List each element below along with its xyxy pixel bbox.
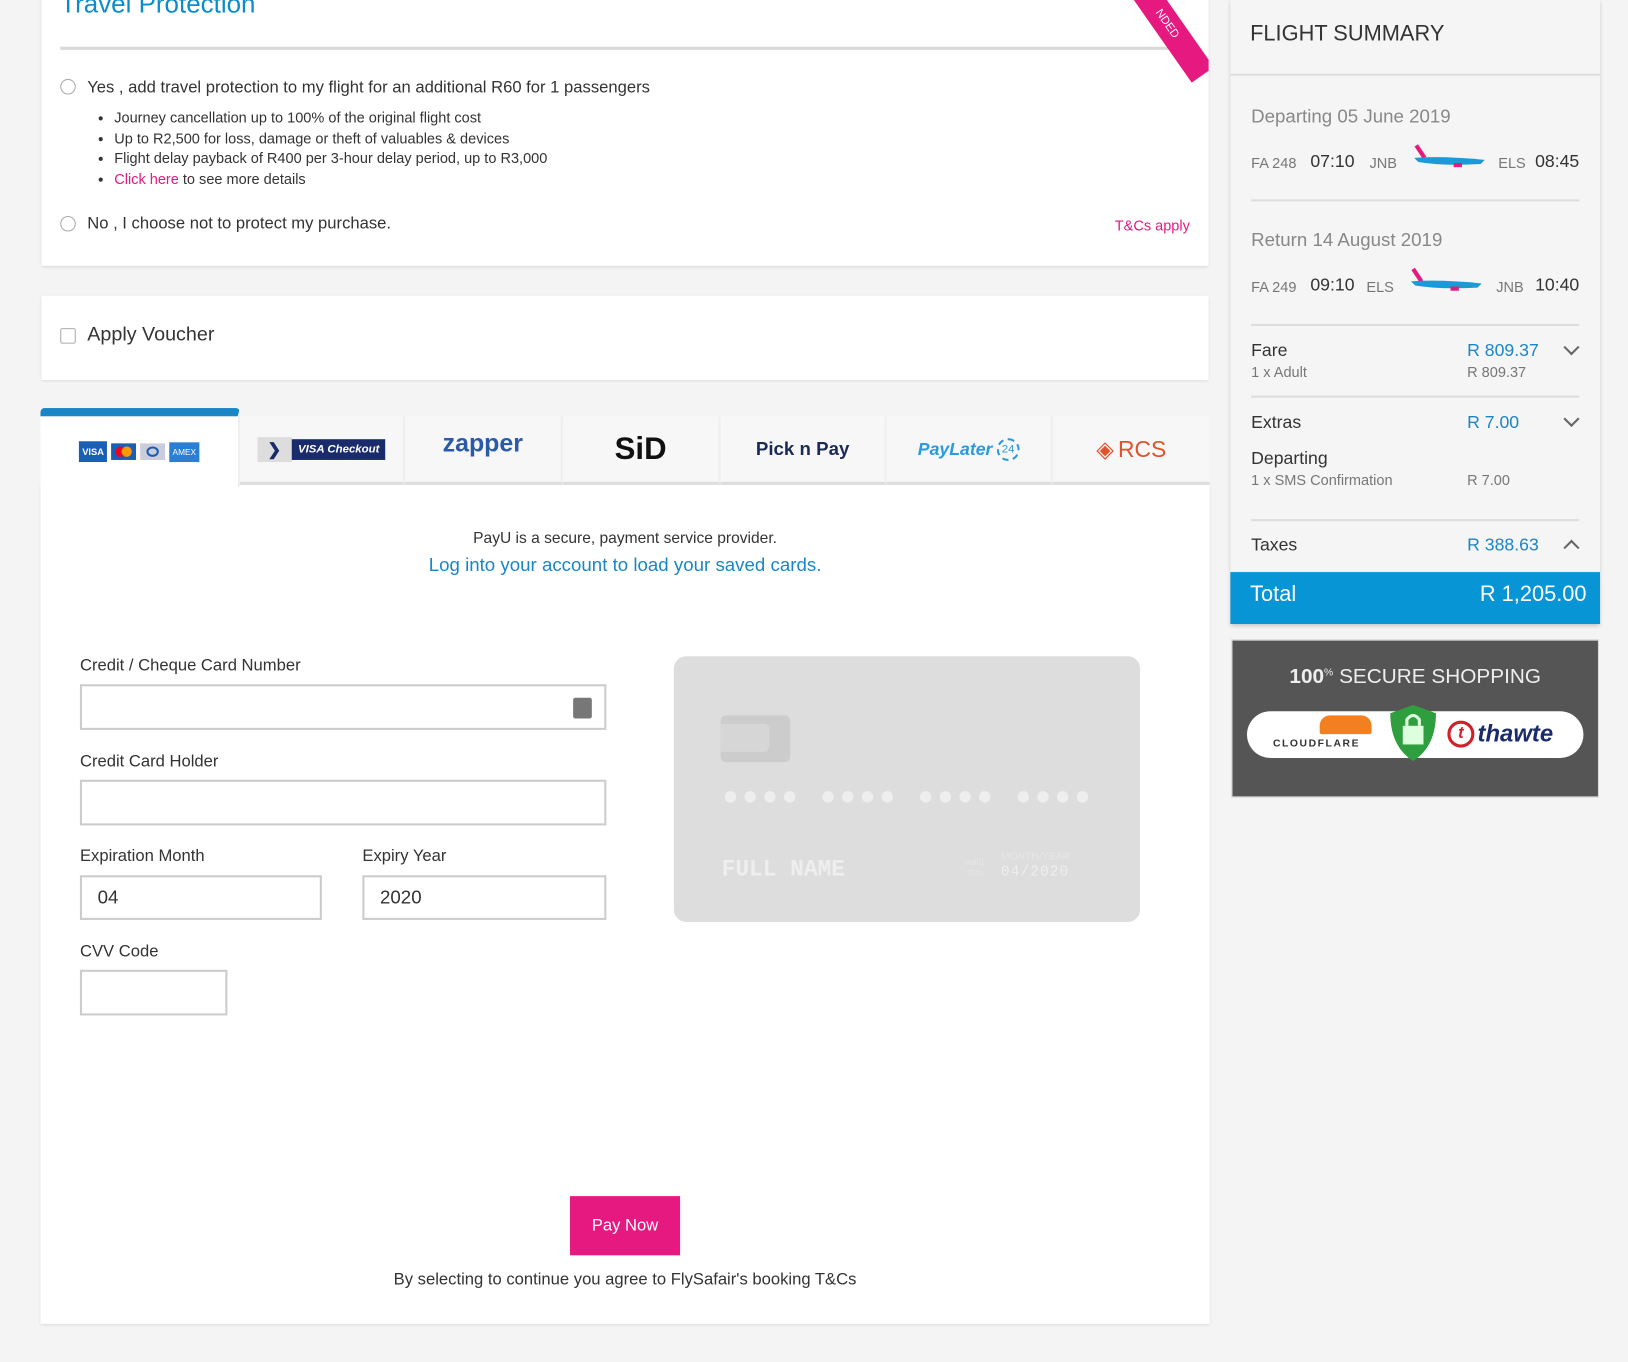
tab-zapper[interactable]: zapper bbox=[404, 416, 563, 485]
benefit-item: Up to R2,500 for loss, damage or theft o… bbox=[114, 128, 547, 148]
taxes-row[interactable]: Taxes R 388.63 bbox=[1251, 534, 1539, 555]
tab-visa-checkout[interactable]: ❯ VISA Checkout bbox=[239, 416, 405, 485]
summary-title: FLIGHT SUMMARY bbox=[1250, 21, 1445, 46]
protection-yes-radio[interactable] bbox=[60, 78, 76, 95]
visa-checkout-arrow-icon: ❯ bbox=[257, 436, 292, 462]
total-label: Total bbox=[1250, 582, 1297, 607]
divider bbox=[1251, 323, 1580, 327]
return-flight-row: FA 249 09:10 ELS JNB 10:40 bbox=[1251, 267, 1579, 300]
card-holder-label: Credit Card Holder bbox=[79, 752, 219, 771]
card-scan-icon bbox=[573, 697, 592, 719]
total-amount: R 1,205.00 bbox=[1479, 582, 1587, 607]
plane-icon bbox=[1412, 143, 1487, 170]
shield-lock-icon bbox=[1388, 703, 1438, 763]
card-holder-input[interactable] bbox=[79, 779, 607, 826]
protection-no-radio[interactable] bbox=[60, 215, 76, 232]
amex-icon: AMEX bbox=[169, 441, 200, 462]
divider bbox=[60, 46, 1190, 50]
card-number-dots bbox=[724, 789, 1097, 808]
pick-n-pay-logo: Pick n Pay bbox=[755, 438, 850, 459]
card-expiry: 04/2020 bbox=[1000, 863, 1070, 881]
payu-info: PayU is a secure, payment service provid… bbox=[473, 529, 777, 548]
tab-cards[interactable]: VISA AMEX bbox=[40, 408, 240, 487]
travel-protection-panel: Travel Protection NDED Yes , add travel … bbox=[41, 0, 1209, 266]
click-here-link[interactable]: Click here bbox=[114, 169, 179, 187]
benefits-list: Journey cancellation up to 100% of the o… bbox=[114, 108, 547, 189]
divider bbox=[1251, 395, 1580, 398]
divider bbox=[1251, 199, 1580, 202]
secure-shopping-badge: 100% SECURE SHOPPING CLOUDFLARE t thawte bbox=[1231, 639, 1599, 798]
thawte-logo: thawte bbox=[1477, 719, 1554, 747]
extras-row[interactable]: Extras R 7.00 Departing 1 x SMS Confirma… bbox=[1251, 412, 1520, 489]
expiry-year-select[interactable]: 2020 bbox=[362, 875, 607, 920]
plane-icon bbox=[1409, 267, 1484, 294]
tab-paylater[interactable]: PayLater 24 bbox=[886, 416, 1053, 485]
divider bbox=[1230, 73, 1601, 76]
paylater-24-icon: 24 bbox=[996, 437, 1020, 461]
expiry-year-label: Expiry Year bbox=[362, 847, 447, 865]
flight-summary: FLIGHT SUMMARY Departing 05 June 2019 FA… bbox=[1230, 0, 1601, 574]
tab-rcs[interactable]: ◈ RCS bbox=[1052, 416, 1210, 485]
mastercard-icon bbox=[111, 443, 137, 460]
cvv-input[interactable] bbox=[79, 969, 228, 1016]
expiry-month-select[interactable]: 04 bbox=[79, 875, 322, 920]
zapper-logo: zapper bbox=[442, 429, 523, 458]
benefit-item: Journey cancellation up to 100% of the o… bbox=[114, 108, 547, 128]
visa-icon: VISA bbox=[79, 441, 108, 463]
rcs-icon: ◈ bbox=[1096, 435, 1114, 462]
pay-now-button[interactable]: Pay Now bbox=[570, 1196, 681, 1256]
card-valid-thru: valid thru bbox=[964, 856, 984, 878]
thawte-t-icon: t bbox=[1447, 720, 1475, 748]
card-number-input[interactable] bbox=[79, 684, 607, 730]
total-bar: Total R 1,205.00 bbox=[1230, 572, 1601, 625]
card-month-year-label: MONTH/YEAR bbox=[1000, 851, 1071, 863]
cvv-label: CVV Code bbox=[79, 942, 159, 961]
secure-title: 100% SECURE SHOPPING bbox=[1289, 665, 1541, 689]
divider bbox=[1251, 519, 1580, 522]
fare-row[interactable]: Fare R 809.37 1 x Adult R 809.37 bbox=[1251, 340, 1539, 381]
return-heading: Return 14 August 2019 bbox=[1251, 229, 1443, 251]
benefit-item: Click here to see more details bbox=[114, 169, 547, 189]
departing-flight-row: FA 248 07:10 JNB ELS 08:45 bbox=[1251, 144, 1579, 177]
rcs-logo: RCS bbox=[1117, 435, 1167, 462]
expiry-month-label: Expiration Month bbox=[79, 847, 205, 865]
departing-heading: Departing 05 June 2019 bbox=[1251, 105, 1451, 127]
card-number-label: Credit / Cheque Card Number bbox=[79, 657, 301, 675]
tab-sid[interactable]: SiD bbox=[562, 416, 721, 485]
tcs-apply-link[interactable]: T&Cs apply bbox=[1114, 217, 1190, 234]
card-preview: FULL NAME valid thru MONTH/YEAR 04/2020 bbox=[673, 656, 1141, 923]
card-chip-icon bbox=[720, 715, 791, 763]
protection-no-label[interactable]: No , I choose not to protect my purchase… bbox=[87, 214, 392, 233]
visa-checkout-logo: VISA Checkout bbox=[291, 438, 386, 460]
cloudflare-cloud-icon bbox=[1319, 715, 1372, 735]
benefit-item: Flight delay payback of R400 per 3-hour … bbox=[114, 148, 547, 168]
protection-yes-label[interactable]: Yes , add travel protection to my flight… bbox=[87, 78, 650, 97]
cloudflare-logo: CLOUDFLARE bbox=[1272, 738, 1361, 750]
travel-protection-title: Travel Protection bbox=[60, 0, 256, 19]
voucher-checkbox[interactable] bbox=[60, 328, 76, 344]
login-saved-cards-link[interactable]: Log into your account to load your saved… bbox=[428, 554, 822, 576]
voucher-label[interactable]: Apply Voucher bbox=[87, 323, 215, 346]
card-full-name: FULL NAME bbox=[721, 856, 845, 883]
agree-terms-text: By selecting to continue you agree to Fl… bbox=[393, 1270, 857, 1289]
voucher-panel: Apply Voucher bbox=[41, 295, 1209, 381]
diners-icon bbox=[140, 443, 166, 460]
tab-pick-n-pay[interactable]: Pick n Pay bbox=[720, 416, 887, 485]
recommended-ribbon: NDED bbox=[1120, 0, 1209, 83]
paylater-logo: PayLater bbox=[917, 438, 993, 459]
security-logos: CLOUDFLARE t thawte bbox=[1246, 705, 1584, 762]
sid-logo: SiD bbox=[614, 431, 667, 466]
